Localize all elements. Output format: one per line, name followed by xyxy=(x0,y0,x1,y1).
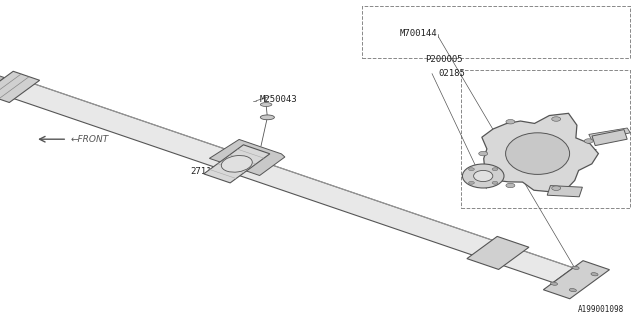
Text: 02185: 02185 xyxy=(438,69,465,78)
Polygon shape xyxy=(9,82,573,283)
Text: 27111: 27111 xyxy=(191,167,218,176)
Ellipse shape xyxy=(479,151,488,156)
Polygon shape xyxy=(0,71,40,102)
Ellipse shape xyxy=(260,115,275,120)
Polygon shape xyxy=(592,130,627,146)
Ellipse shape xyxy=(260,103,272,107)
Ellipse shape xyxy=(221,156,252,172)
Polygon shape xyxy=(543,261,609,299)
Text: M250043: M250043 xyxy=(259,95,297,104)
Ellipse shape xyxy=(492,181,498,184)
Ellipse shape xyxy=(591,273,598,276)
Polygon shape xyxy=(209,140,285,175)
Ellipse shape xyxy=(506,133,570,174)
Ellipse shape xyxy=(570,289,577,292)
Ellipse shape xyxy=(550,282,557,285)
Text: M700144: M700144 xyxy=(400,29,438,38)
Ellipse shape xyxy=(584,139,593,143)
Text: ←FRONT: ←FRONT xyxy=(70,135,109,144)
Polygon shape xyxy=(589,128,630,141)
Ellipse shape xyxy=(468,168,474,171)
Text: FIG.195: FIG.195 xyxy=(560,149,598,158)
Polygon shape xyxy=(0,68,4,87)
Ellipse shape xyxy=(552,117,561,121)
Polygon shape xyxy=(467,236,529,269)
Ellipse shape xyxy=(492,168,498,171)
Text: P200005: P200005 xyxy=(426,55,463,64)
Ellipse shape xyxy=(572,266,579,269)
Ellipse shape xyxy=(552,186,561,190)
Text: A199001098: A199001098 xyxy=(578,305,624,314)
Ellipse shape xyxy=(506,119,515,124)
Ellipse shape xyxy=(462,164,504,188)
Ellipse shape xyxy=(468,181,474,184)
Polygon shape xyxy=(204,145,270,183)
Ellipse shape xyxy=(474,171,493,182)
Polygon shape xyxy=(482,113,598,192)
Polygon shape xyxy=(547,186,582,197)
Ellipse shape xyxy=(506,183,515,188)
